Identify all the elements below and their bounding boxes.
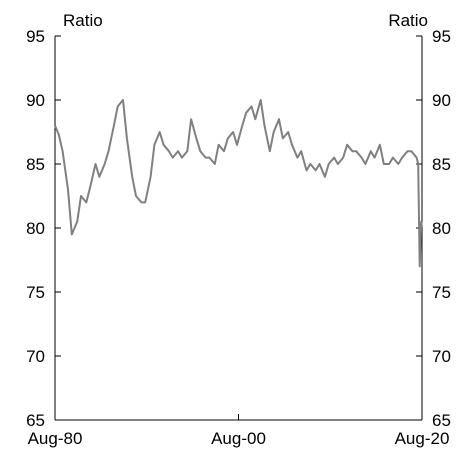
- x-tick-label: Aug-00: [211, 429, 266, 448]
- y-tick-label-left: 70: [26, 347, 45, 366]
- y-tick-label-left: 75: [26, 283, 45, 302]
- y-tick-label-right: 65: [432, 411, 451, 430]
- series-line: [54, 99, 423, 268]
- y-tick-label-right: 75: [432, 283, 451, 302]
- tick-labels: 65 65 70 70 75 75 80 80 85 85 90 90 95 95 Aug-80 Aug-00…: [26, 27, 451, 448]
- y-tick-label-right: 95: [432, 27, 451, 46]
- left-unit-label: Ratio: [63, 11, 103, 30]
- x-tick-label: Aug-20: [395, 429, 450, 448]
- y-tick-label-left: 90: [26, 91, 45, 110]
- y-tick-label-right: 85: [432, 155, 451, 174]
- y-tick-label-right: 80: [432, 219, 451, 238]
- y-tick-label-right: 90: [432, 91, 451, 110]
- ticks: [54, 35, 423, 421]
- axes: [54, 36, 423, 421]
- y-tick-label-left: 95: [26, 27, 45, 46]
- series-layer: [54, 99, 423, 268]
- right-unit-label: Ratio: [388, 11, 428, 30]
- y-tick-label-left: 65: [26, 411, 45, 430]
- x-tick-label: Aug-80: [28, 429, 83, 448]
- y-tick-label-right: 70: [432, 347, 451, 366]
- y-tick-label-left: 85: [26, 155, 45, 174]
- y-tick-label-left: 80: [26, 219, 45, 238]
